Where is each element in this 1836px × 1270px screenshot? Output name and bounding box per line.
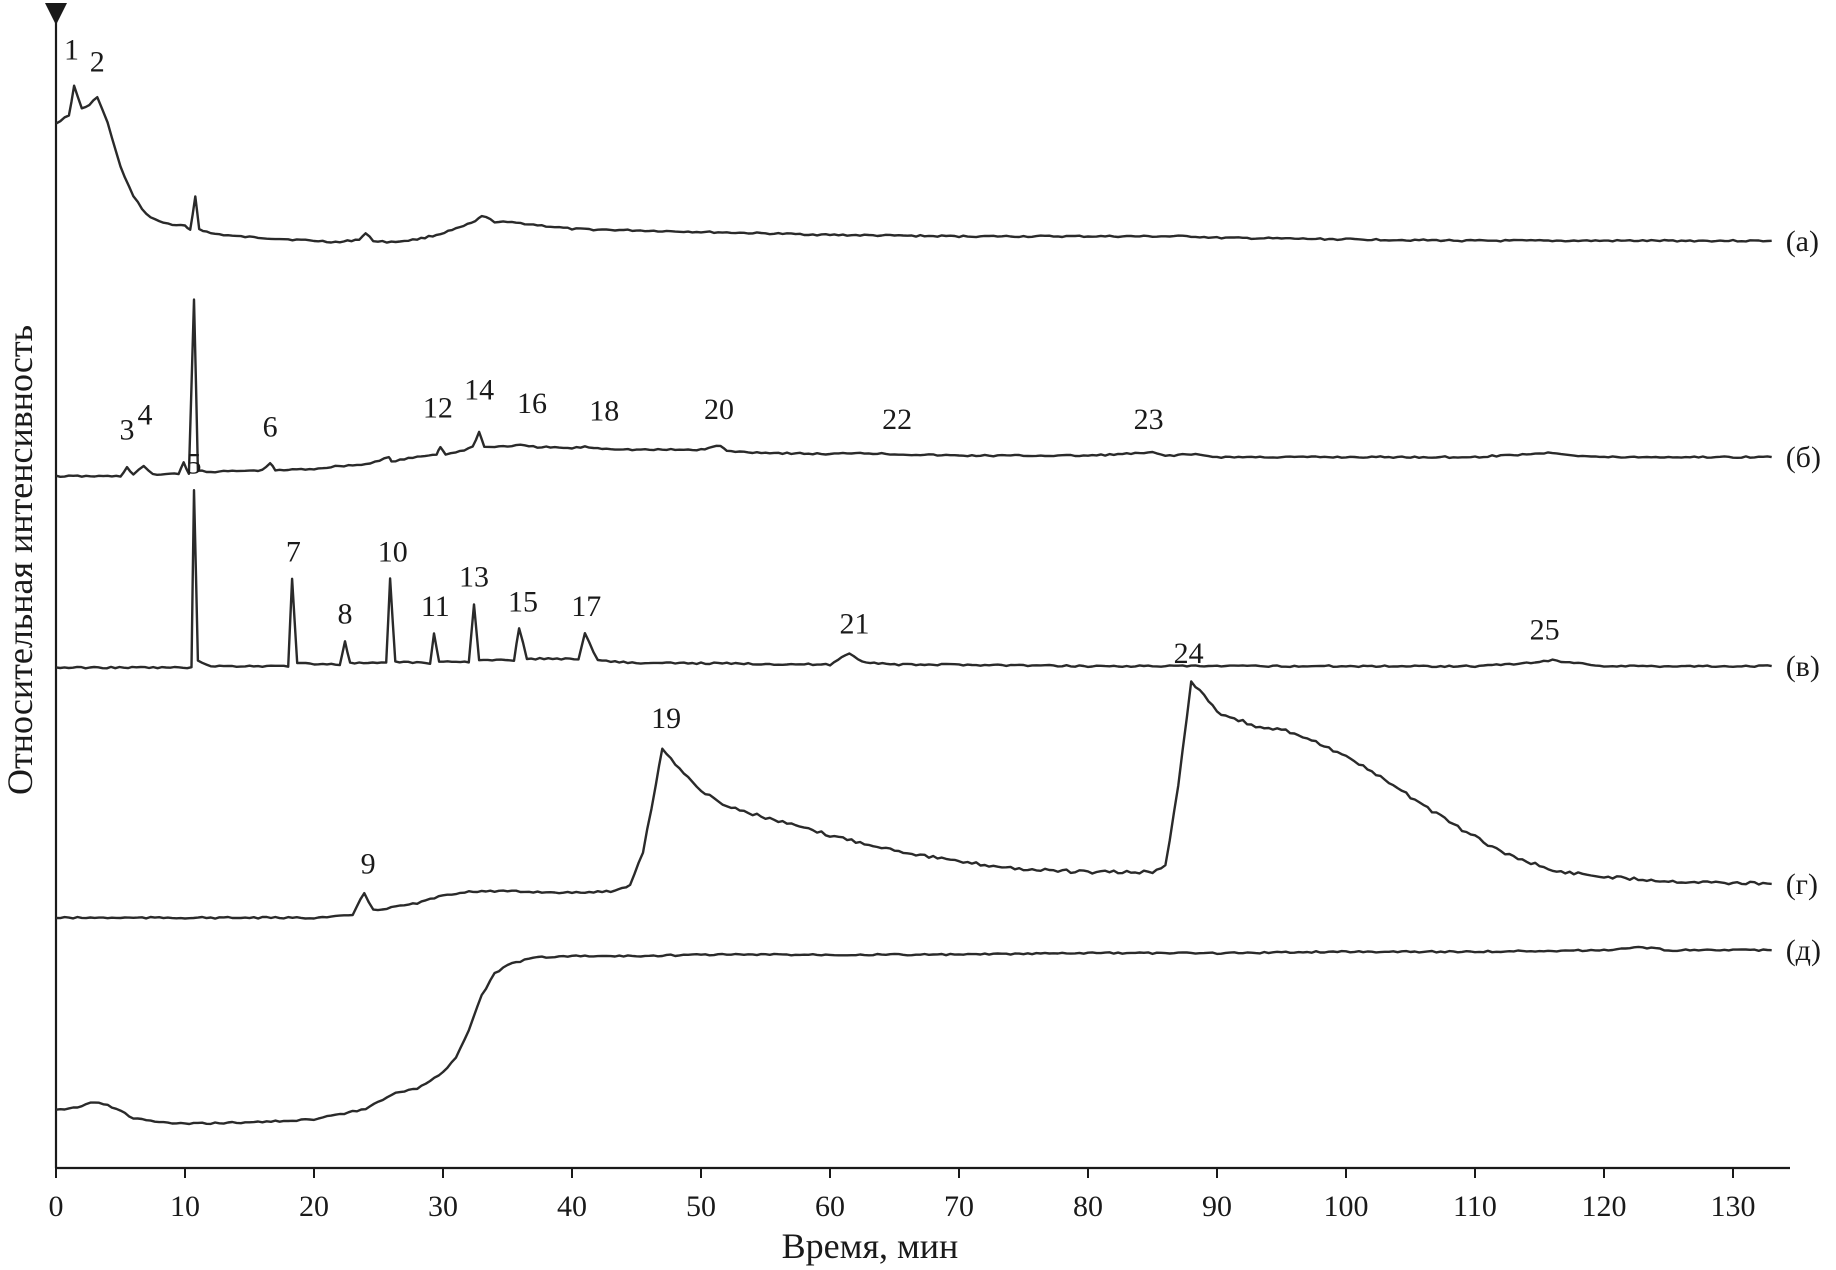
x-tick-label: 90 (1202, 1190, 1232, 1223)
x-tick-label: 60 (815, 1190, 845, 1223)
peak-label: 9 (361, 848, 376, 881)
peak-label: 14 (464, 374, 494, 407)
x-tick-label: 120 (1582, 1190, 1627, 1223)
peak-label: 24 (1174, 637, 1204, 670)
peak-label: 23 (1134, 403, 1164, 436)
peak-label: 6 (263, 411, 278, 444)
x-ticks: 0 10 20 30 40 50 60 70 80 90 100 110 120 130 (49, 1168, 1756, 1223)
peak-label: 17 (571, 590, 601, 623)
peak-label: 11 (421, 590, 450, 623)
trace-line-2 (55, 298, 1772, 478)
x-tick-label: 30 (428, 1190, 458, 1223)
y-axis-title: Относительная интенсивность (0, 325, 40, 795)
traces (55, 84, 1772, 1126)
peak-label: 2 (90, 46, 105, 79)
peak-label: 7 (286, 536, 301, 569)
peak-label: 10 (378, 536, 408, 569)
peak-label: 16 (517, 387, 547, 420)
peak-label: 21 (840, 608, 870, 641)
peak-label: 22 (882, 403, 912, 436)
trace-labels: (а) (б) (в) (г) (д) (1786, 225, 1821, 967)
peak-label: 20 (704, 393, 734, 426)
x-tick-label: 70 (944, 1190, 974, 1223)
x-tick-label: 80 (1073, 1190, 1103, 1223)
peak-label: 1 (64, 34, 79, 67)
trace-line-3 (55, 489, 1772, 670)
trace-label-1: (а) (1786, 225, 1819, 258)
peak-label: 18 (589, 394, 619, 427)
x-tick-label: 130 (1711, 1190, 1756, 1223)
x-tick-label: 100 (1324, 1190, 1369, 1223)
peak-label: 25 (1530, 614, 1560, 647)
trace-label-5: (д) (1786, 934, 1821, 967)
trace-line-4 (55, 680, 1772, 920)
peak-label: 12 (423, 391, 453, 424)
x-tick-label: 110 (1453, 1190, 1497, 1223)
x-tick-label: 50 (686, 1190, 716, 1223)
trace-line-5 (55, 945, 1772, 1126)
trace-label-2: (б) (1786, 441, 1821, 474)
trace-label-4: (г) (1786, 868, 1818, 901)
peak-label: 4 (138, 399, 153, 432)
peak-label: 13 (459, 561, 489, 594)
x-tick-label: 0 (49, 1190, 64, 1223)
peak-label: 15 (508, 586, 538, 619)
x-axis-title: Время, мин (782, 1226, 959, 1266)
x-tick-label: 40 (557, 1190, 587, 1223)
peak-label: 19 (651, 702, 681, 735)
peak-label: 5 (187, 447, 202, 480)
axes: 0 10 20 30 40 50 60 70 80 90 100 110 120 130 (45, 3, 1790, 1223)
peak-label: 3 (119, 413, 134, 446)
x-tick-label: 20 (299, 1190, 329, 1223)
trace-line-1 (55, 84, 1772, 244)
x-tick-label: 10 (170, 1190, 200, 1223)
trace-label-3: (в) (1786, 650, 1820, 683)
peak-label: 8 (337, 597, 352, 630)
